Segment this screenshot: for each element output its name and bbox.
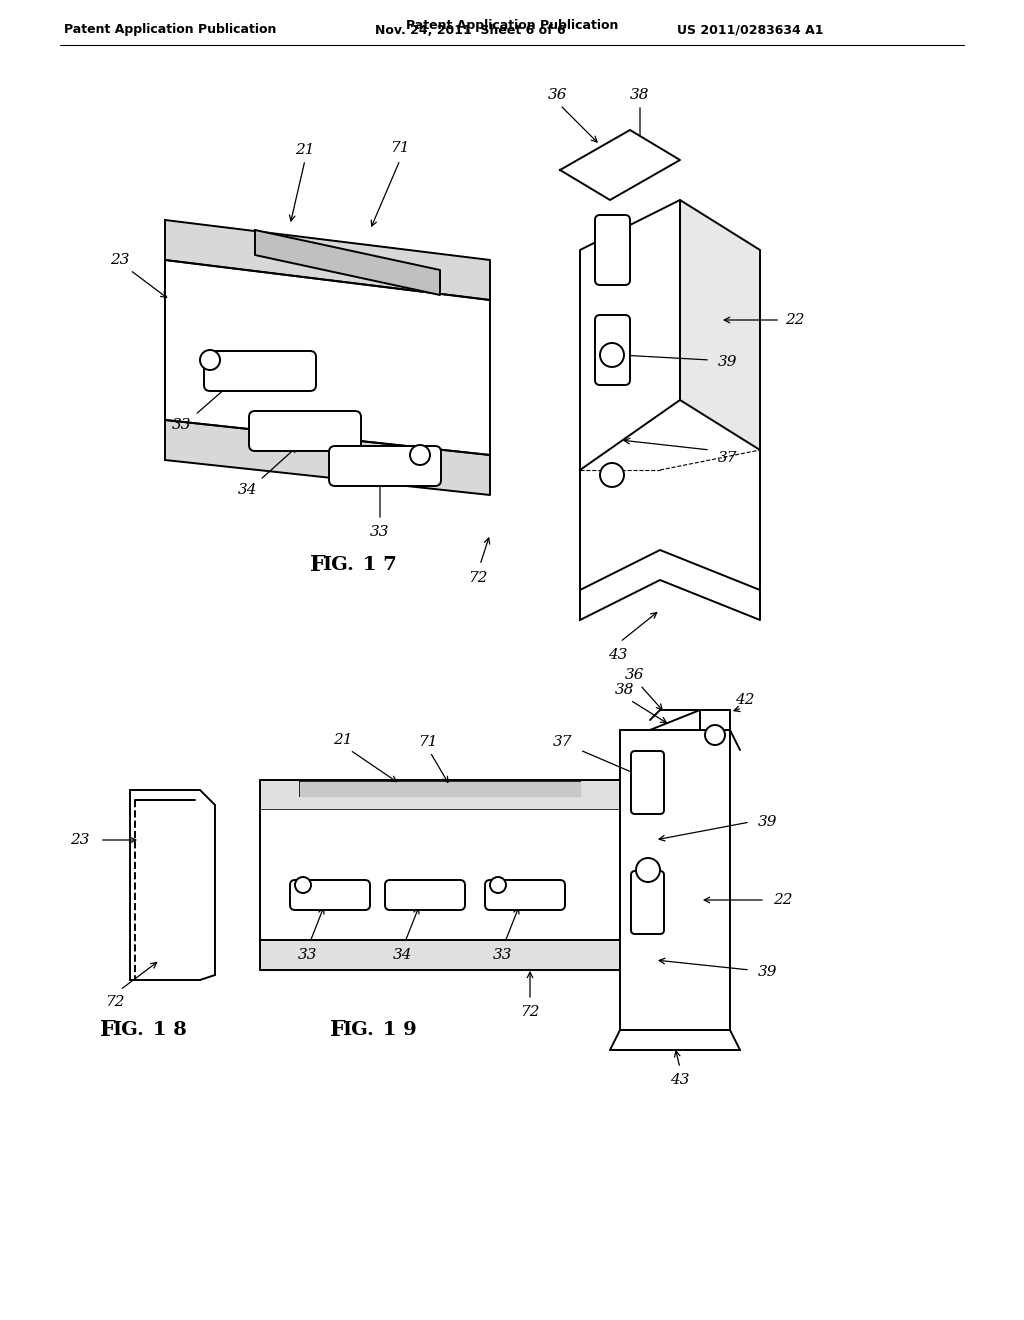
FancyBboxPatch shape: [249, 411, 361, 451]
Text: US 2011/0283634 A1: US 2011/0283634 A1: [677, 24, 823, 37]
Text: 37: 37: [553, 735, 572, 748]
Text: 1 8: 1 8: [146, 1020, 186, 1039]
Text: 22: 22: [785, 313, 805, 327]
FancyBboxPatch shape: [631, 871, 664, 935]
Polygon shape: [255, 230, 440, 294]
Text: 23: 23: [111, 253, 130, 267]
Text: 37: 37: [718, 451, 737, 465]
Text: 71: 71: [390, 141, 410, 154]
Text: 36: 36: [626, 668, 645, 682]
Polygon shape: [580, 550, 760, 620]
Text: 39: 39: [718, 355, 737, 370]
Text: 33: 33: [298, 948, 317, 962]
Text: .: .: [346, 556, 353, 574]
Polygon shape: [580, 201, 680, 470]
Polygon shape: [165, 420, 490, 495]
Text: 21: 21: [333, 733, 352, 747]
Text: IG: IG: [342, 1020, 368, 1039]
Circle shape: [490, 876, 506, 894]
Text: 1 9: 1 9: [376, 1020, 417, 1039]
Polygon shape: [260, 780, 620, 810]
Text: 22: 22: [773, 894, 793, 907]
Text: 34: 34: [393, 948, 413, 962]
Text: 39: 39: [758, 814, 777, 829]
Text: 71: 71: [418, 735, 437, 748]
FancyBboxPatch shape: [329, 446, 441, 486]
Polygon shape: [680, 201, 760, 450]
Text: 72: 72: [520, 1005, 540, 1019]
FancyBboxPatch shape: [204, 351, 316, 391]
Text: 39: 39: [758, 965, 777, 979]
Polygon shape: [560, 129, 680, 201]
Text: 38: 38: [630, 88, 650, 102]
Text: 43: 43: [608, 648, 628, 663]
Polygon shape: [620, 730, 730, 1030]
FancyBboxPatch shape: [290, 880, 370, 909]
Polygon shape: [165, 220, 490, 300]
Text: 33: 33: [172, 418, 191, 432]
Text: F: F: [330, 1019, 346, 1041]
Text: 38: 38: [615, 682, 635, 697]
Text: Nov. 24, 2011  Sheet 6 of 6: Nov. 24, 2011 Sheet 6 of 6: [375, 24, 565, 37]
Text: 34: 34: [239, 483, 258, 498]
Text: 23: 23: [71, 833, 90, 847]
Circle shape: [200, 350, 220, 370]
Text: 21: 21: [295, 143, 314, 157]
Text: .: .: [366, 1020, 373, 1039]
Text: 36: 36: [548, 88, 567, 102]
Polygon shape: [300, 781, 580, 796]
Text: 1 7: 1 7: [356, 556, 396, 574]
Text: 33: 33: [371, 525, 390, 539]
Circle shape: [410, 445, 430, 465]
Circle shape: [295, 876, 311, 894]
Text: 33: 33: [494, 948, 513, 962]
Circle shape: [636, 858, 660, 882]
Text: 72: 72: [468, 572, 487, 585]
Circle shape: [600, 463, 624, 487]
Text: .: .: [136, 1020, 143, 1039]
Text: 43: 43: [671, 1073, 690, 1086]
Text: F: F: [310, 554, 326, 576]
FancyBboxPatch shape: [385, 880, 465, 909]
Text: IG: IG: [112, 1020, 138, 1039]
Text: IG: IG: [322, 556, 348, 574]
Text: Patent Application Publication: Patent Application Publication: [406, 18, 618, 32]
Polygon shape: [165, 260, 490, 455]
Text: Patent Application Publication: Patent Application Publication: [63, 24, 276, 37]
Circle shape: [705, 725, 725, 744]
Circle shape: [600, 343, 624, 367]
Text: 72: 72: [105, 995, 125, 1008]
Polygon shape: [260, 810, 620, 940]
FancyBboxPatch shape: [595, 315, 630, 385]
Text: F: F: [100, 1019, 116, 1041]
Text: 42: 42: [735, 693, 755, 708]
FancyBboxPatch shape: [485, 880, 565, 909]
FancyBboxPatch shape: [631, 751, 664, 814]
FancyBboxPatch shape: [595, 215, 630, 285]
Polygon shape: [260, 940, 620, 970]
